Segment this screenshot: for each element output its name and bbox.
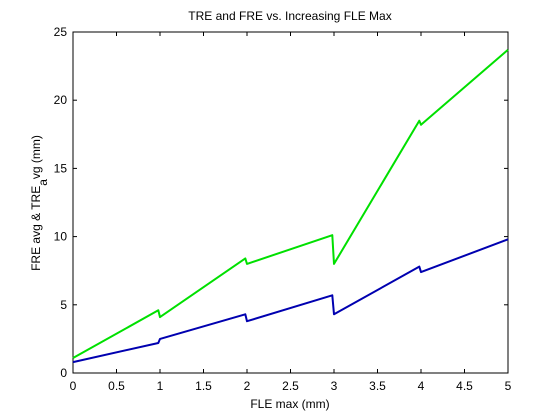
x-tick-label: 2.5 [282, 379, 299, 393]
plot-area [72, 31, 509, 374]
y-axis-label-subscript: a [36, 179, 50, 186]
chart-title: TRE and FRE vs. Increasing FLE Max [188, 9, 391, 23]
y-tick-label: 20 [54, 93, 68, 107]
x-tick-label: 4.5 [456, 379, 473, 393]
y-tick-label: 15 [54, 161, 68, 175]
x-tick-label: 0.5 [108, 379, 125, 393]
x-tick-label: 4 [418, 379, 425, 393]
y-tick-label: 0 [60, 366, 67, 380]
x-tick-label: 3.5 [369, 379, 386, 393]
series-layer [72, 48, 509, 364]
x-axis-ticks: 0 0.5 1 1.5 2 2.5 3 3.5 4 4.5 5 [70, 32, 512, 393]
y-tick-label: 10 [54, 230, 68, 244]
x-tick-label: 1 [157, 379, 164, 393]
y-axis-ticks: 0 5 10 15 20 25 [54, 25, 508, 380]
green-series-line [72, 48, 509, 359]
x-tick-label: 0 [70, 379, 77, 393]
x-axis-label: FLE max (mm) [250, 397, 329, 411]
y-tick-label: 25 [54, 25, 68, 39]
x-tick-label: 3 [331, 379, 338, 393]
y-axis-label-main: FRE avg & TRE [29, 186, 43, 271]
y-axis-label: FRE avg & TREavg (mm) [29, 135, 50, 271]
x-tick-label: 5 [505, 379, 512, 393]
x-tick-label: 2 [244, 379, 251, 393]
x-tick-label: 1.5 [195, 379, 212, 393]
y-axis-label-tail: vg (mm) [29, 135, 43, 179]
blue-series-line [72, 238, 509, 364]
y-tick-label: 5 [60, 298, 67, 312]
